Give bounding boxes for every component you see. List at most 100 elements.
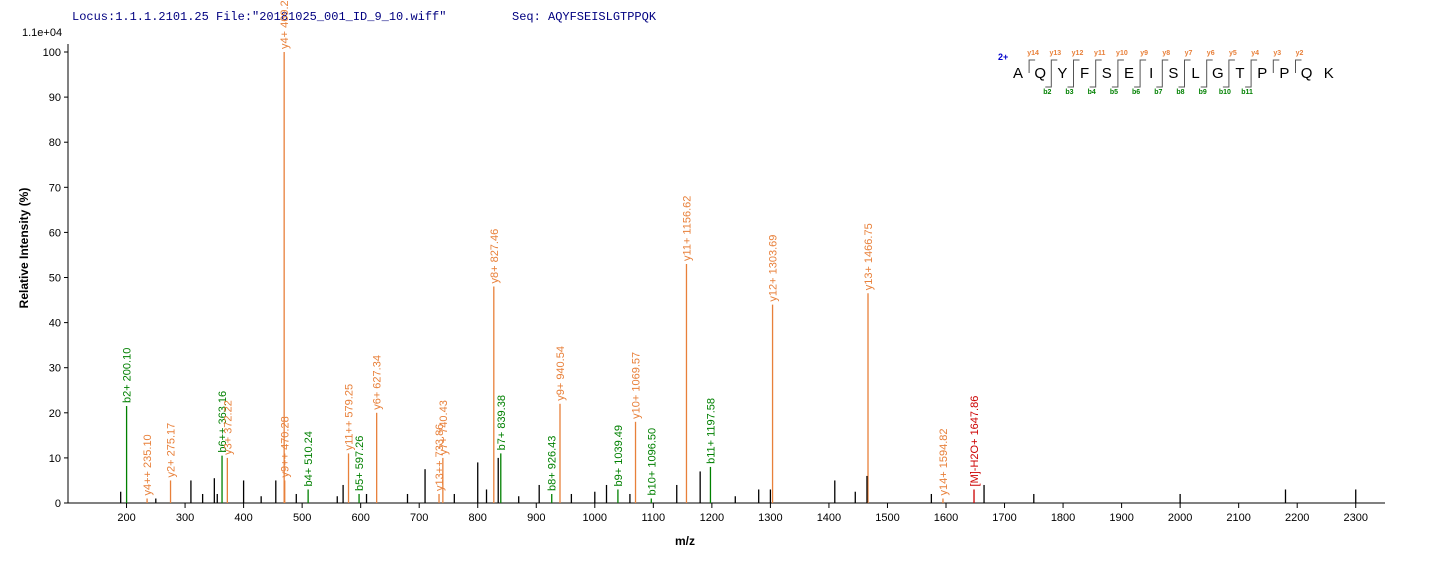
x-tick-label: 400 <box>234 512 252 524</box>
peak-label: b10+ 1096.50 <box>646 428 658 496</box>
peak-label: y9+ 940.54 <box>555 346 567 401</box>
y-ion: y2 <box>1296 50 1304 57</box>
peak-label: b7+ 839.38 <box>496 395 508 450</box>
peak-label: y11+ 1156.62 <box>681 196 693 261</box>
y-tick-label: 10 <box>49 453 61 465</box>
y-tick-label: 100 <box>43 47 61 59</box>
y-ion: y5 <box>1229 50 1237 57</box>
peak-label: y4+ 469.29 <box>279 0 291 49</box>
x-tick-label: 1300 <box>758 512 782 524</box>
b-bracket <box>1245 73 1252 88</box>
y-ion: y7 <box>1185 50 1193 57</box>
x-tick-label: 900 <box>527 512 545 524</box>
y-ion: y12 <box>1072 50 1084 57</box>
y-tick-label: 60 <box>49 227 61 239</box>
y-ion: y14 <box>1027 50 1039 57</box>
peak-label: b4+ 510.24 <box>303 431 315 486</box>
peak-label: y11++ 579.25 <box>344 384 356 450</box>
y-tick-label: 20 <box>49 408 61 420</box>
peak-label: y7+ 740.43 <box>438 400 450 455</box>
x-tick-label: 2200 <box>1285 512 1309 524</box>
y-bracket <box>1117 59 1124 73</box>
x-tick-label: 700 <box>410 512 428 524</box>
b-ion: b11 <box>1241 89 1253 96</box>
x-tick-label: 600 <box>351 512 369 524</box>
x-tick-label: 1500 <box>875 512 899 524</box>
x-tick-label: 2100 <box>1226 512 1250 524</box>
residue: G <box>1212 65 1224 82</box>
peak-label: [M]-H2O+ 1647.86 <box>969 396 981 487</box>
y-bracket <box>1228 59 1235 73</box>
x-tick-label: 1900 <box>1109 512 1133 524</box>
x-axis-label: m/z <box>675 534 695 548</box>
y-bracket <box>1073 59 1080 73</box>
y-bracket <box>1139 59 1147 73</box>
y-tick-label: 50 <box>49 273 61 285</box>
x-tick-label: 1400 <box>817 512 841 524</box>
b-bracket <box>1089 73 1097 88</box>
b-bracket <box>1134 73 1141 88</box>
x-tick-label: 2300 <box>1343 512 1367 524</box>
x-tick-label: 1000 <box>583 512 607 524</box>
peak-label: y12+ 1303.69 <box>768 235 780 302</box>
x-tick-label: 2000 <box>1168 512 1192 524</box>
b-ion: b9 <box>1199 89 1207 96</box>
x-tick-label: 1600 <box>934 512 958 524</box>
x-tick-label: 1200 <box>700 512 724 524</box>
b-bracket <box>1178 73 1185 88</box>
peak-label: y3+ 372.22 <box>222 400 234 455</box>
residue: E <box>1124 65 1134 82</box>
peak-label: y4++ 235.10 <box>142 434 154 495</box>
peak-label: b8+ 926.43 <box>547 436 559 491</box>
header-seq: Seq: AQYFSEISLGTPPQK <box>512 10 657 24</box>
y-tick-label: 30 <box>49 363 61 375</box>
y-tick-label: 40 <box>49 318 61 330</box>
y-ion: y6 <box>1207 50 1215 57</box>
b-bracket <box>1067 73 1074 88</box>
peak-label: y10+ 1069.57 <box>631 352 643 419</box>
y-tick-label: 80 <box>49 137 61 149</box>
residue: I <box>1149 65 1153 82</box>
residue: Q <box>1301 65 1313 82</box>
x-tick-label: 1800 <box>1051 512 1075 524</box>
y-ion: y8 <box>1162 50 1170 57</box>
y-ion: y3 <box>1273 50 1281 57</box>
y-bracket <box>1050 59 1058 73</box>
residue: T <box>1235 65 1244 82</box>
b-ion: b2 <box>1043 89 1051 96</box>
peak-label: y2+ 275.17 <box>166 423 178 478</box>
b-ion: b3 <box>1065 89 1073 96</box>
y-ion: y13 <box>1049 50 1061 57</box>
residue: P <box>1279 65 1289 82</box>
y-axis-label: Relative Intensity (%) <box>17 188 31 309</box>
y-bracket <box>1272 59 1280 73</box>
y-bracket <box>1295 59 1302 73</box>
y-bracket <box>1161 59 1169 73</box>
y-tick-label: 90 <box>49 92 61 104</box>
b-ion: b10 <box>1219 89 1231 96</box>
residue: Y <box>1057 65 1067 82</box>
b-bracket <box>1200 73 1208 88</box>
residue: S <box>1168 65 1178 82</box>
y-bracket <box>1250 59 1258 73</box>
y-tick-label: 70 <box>49 182 61 194</box>
peak-label: y13+ 1466.75 <box>863 223 875 290</box>
x-tick-label: 1100 <box>642 512 666 524</box>
peak-label: y14+ 1594.82 <box>938 429 950 496</box>
y-ion: y10 <box>1116 50 1128 57</box>
y-ion: y4 <box>1251 50 1259 57</box>
peak-label: y8+ 827.46 <box>489 229 501 284</box>
b-bracket <box>1156 73 1163 88</box>
peak-label: b2+ 200.10 <box>122 348 134 403</box>
peak-label: b9+ 1039.49 <box>613 425 625 486</box>
y-bracket <box>1184 59 1191 73</box>
peak-label: b11+ 1197.58 <box>705 398 717 464</box>
residue: A <box>1013 65 1023 82</box>
residue: S <box>1102 65 1112 82</box>
header-locus: Locus:1.1.1.2101.25 File:"20181025_001_I… <box>72 10 446 24</box>
peak-label: b6++ 363.16 <box>217 391 229 453</box>
y-ion: y9 <box>1140 50 1148 57</box>
b-ion: b6 <box>1132 89 1140 96</box>
b-ion: b7 <box>1154 89 1162 96</box>
b-bracket <box>1111 73 1119 88</box>
